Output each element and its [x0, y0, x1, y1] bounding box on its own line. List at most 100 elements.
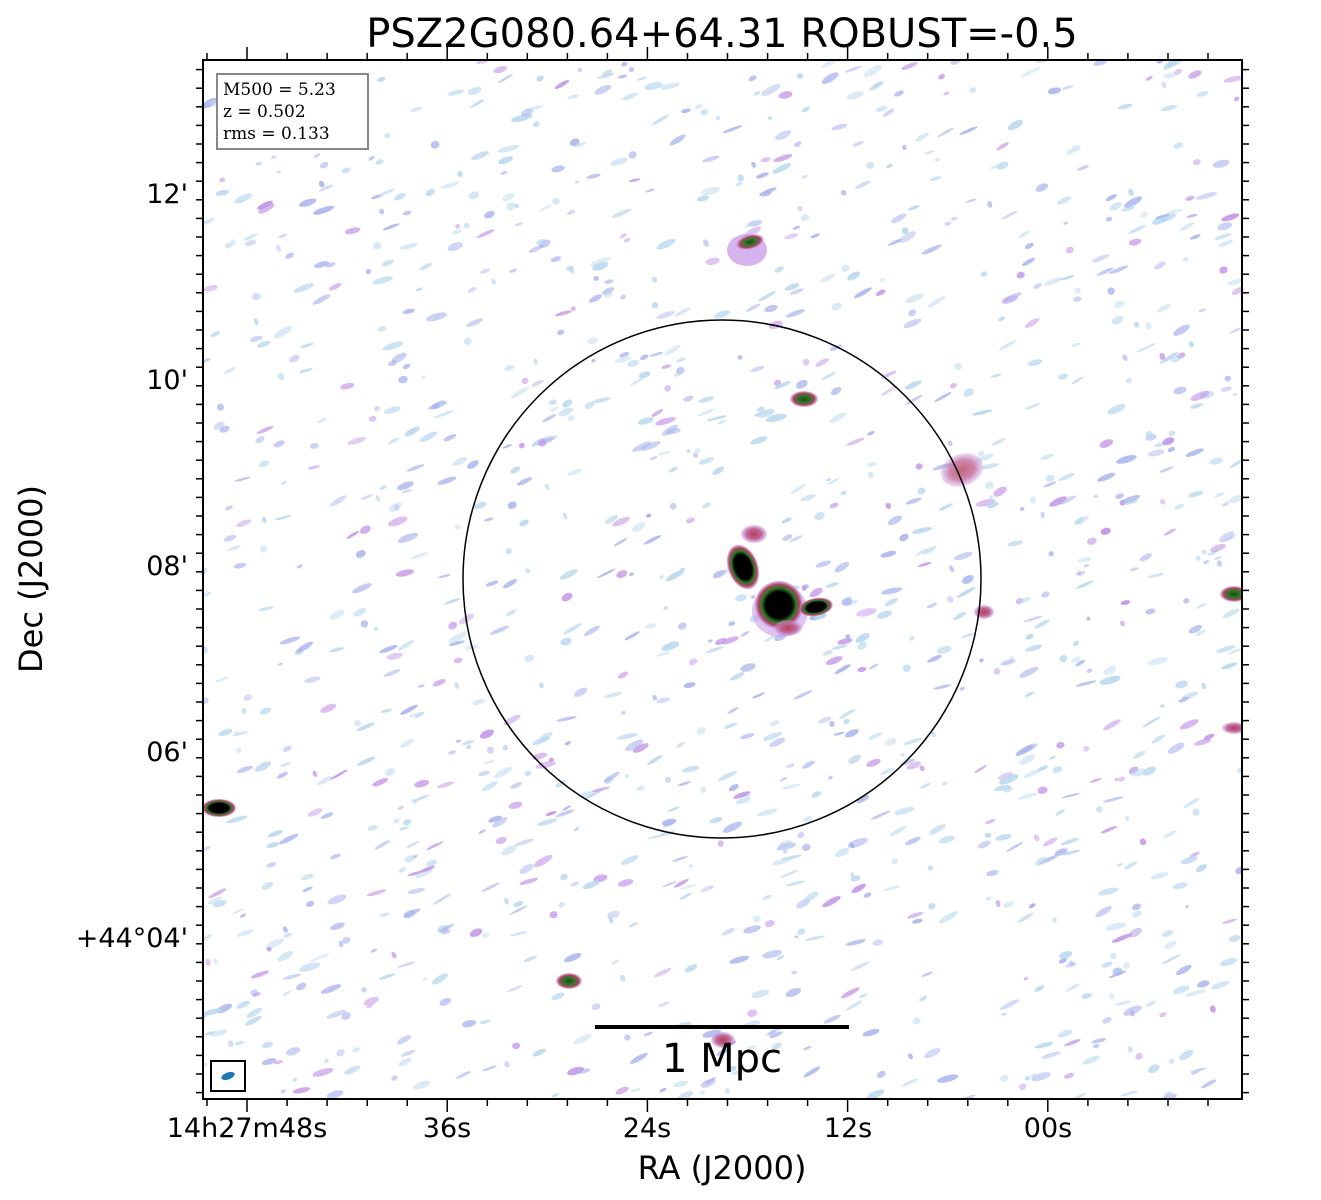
noise-blob: [1140, 211, 1148, 218]
noise-blob: [1066, 149, 1074, 155]
radio-source-circle-edge: [974, 605, 994, 619]
noise-blob: [1181, 855, 1198, 865]
noise-blob: [885, 502, 892, 509]
noise-blob: [608, 916, 614, 924]
noise-blob: [1056, 741, 1065, 749]
noise-blob: [488, 815, 502, 823]
noise-blob: [994, 784, 1011, 792]
noise-blob: [1150, 872, 1169, 880]
noise-blob: [1214, 233, 1232, 240]
noise-blob: [1135, 1052, 1143, 1060]
noise-blob: [452, 457, 468, 466]
noise-blob: [353, 607, 367, 617]
noise-blob: [912, 1017, 921, 1025]
noise-blob: [907, 205, 920, 211]
noise-blob: [778, 840, 792, 847]
noise-blob: [491, 278, 496, 285]
noise-blob: [707, 639, 713, 643]
noise-blob: [309, 442, 319, 449]
noise-blob: [1183, 797, 1200, 809]
y-tick-label-04: +44°04': [76, 923, 188, 954]
noise-blob: [632, 441, 651, 452]
noise-blob: [448, 631, 467, 644]
noise-blob: [1189, 1067, 1207, 1073]
noise-blob: [1072, 640, 1080, 647]
noise-blob: [380, 708, 392, 714]
noise-blob: [254, 761, 271, 772]
noise-blob: [835, 848, 850, 858]
noise-blob: [394, 192, 406, 201]
noise-blob: [866, 431, 875, 436]
noise-blob: [901, 62, 918, 70]
noise-blob: [237, 765, 253, 773]
y-tick-label-06: 06': [146, 737, 188, 768]
noise-blob: [1182, 257, 1189, 262]
noise-blob: [512, 1042, 521, 1050]
noise-blob: [597, 72, 615, 79]
noise-blob: [336, 1049, 345, 1057]
noise-blob: [366, 1004, 373, 1009]
noise-blob: [866, 758, 881, 767]
noise-blob: [587, 337, 599, 345]
noise-blob: [905, 497, 922, 505]
noise-blob: [397, 961, 416, 968]
noise-blob: [1068, 960, 1074, 967]
noise-blob: [915, 132, 930, 142]
noise-blob: [857, 666, 867, 673]
noise-blob: [1156, 303, 1172, 313]
noise-blob: [1222, 501, 1229, 507]
noise-blob: [797, 205, 803, 212]
noise-blob: [624, 237, 631, 243]
noise-blob: [1024, 318, 1040, 328]
noise-blob: [873, 81, 882, 88]
noise-blob: [999, 774, 1019, 785]
noise-blob: [304, 676, 321, 683]
noise-blob: [1159, 352, 1166, 360]
noise-blob: [773, 154, 793, 163]
noise-blob: [519, 519, 529, 527]
noise-blob: [402, 363, 411, 370]
noise-blob: [341, 1012, 351, 1020]
noise-blob: [582, 880, 600, 890]
noise-blob: [785, 309, 806, 318]
noise-blob: [320, 703, 337, 714]
noise-blob: [638, 371, 651, 379]
noise-blob: [289, 354, 300, 363]
noise-blob: [245, 1016, 262, 1026]
noise-blob: [377, 76, 386, 82]
noise-blob: [301, 873, 314, 880]
noise-blob: [573, 827, 580, 832]
noise-blob: [203, 358, 211, 364]
noise-blob: [581, 791, 594, 798]
noise-blob: [1027, 359, 1043, 366]
noise-blob: [781, 783, 801, 790]
noise-blob: [232, 908, 245, 915]
noise-blob: [815, 560, 832, 568]
noise-blob: [748, 75, 757, 82]
noise-blob: [255, 436, 265, 444]
noise-blob: [299, 962, 321, 972]
noise-blob: [1068, 1092, 1087, 1099]
noise-blob: [803, 1066, 821, 1078]
noise-blob: [507, 501, 517, 509]
noise-blob: [203, 285, 218, 292]
noise-blob: [621, 61, 628, 67]
noise-blob: [397, 805, 404, 810]
noise-blob: [1028, 903, 1036, 909]
noise-blob: [1017, 912, 1034, 923]
noise-blob: [524, 654, 535, 663]
noise-blob: [923, 150, 935, 155]
noise-blob: [908, 309, 917, 317]
noise-blob: [591, 786, 610, 793]
noise-blob: [385, 768, 395, 777]
noise-blob: [1142, 716, 1161, 728]
noise-blob: [467, 86, 482, 95]
noise-blob: [1115, 493, 1124, 499]
noise-blob: [514, 204, 520, 209]
noise-blob: [1178, 696, 1190, 703]
noise-blob: [856, 795, 870, 804]
noise-blob: [383, 669, 401, 677]
noise-blob: [904, 380, 922, 390]
noise-blob: [822, 895, 841, 908]
